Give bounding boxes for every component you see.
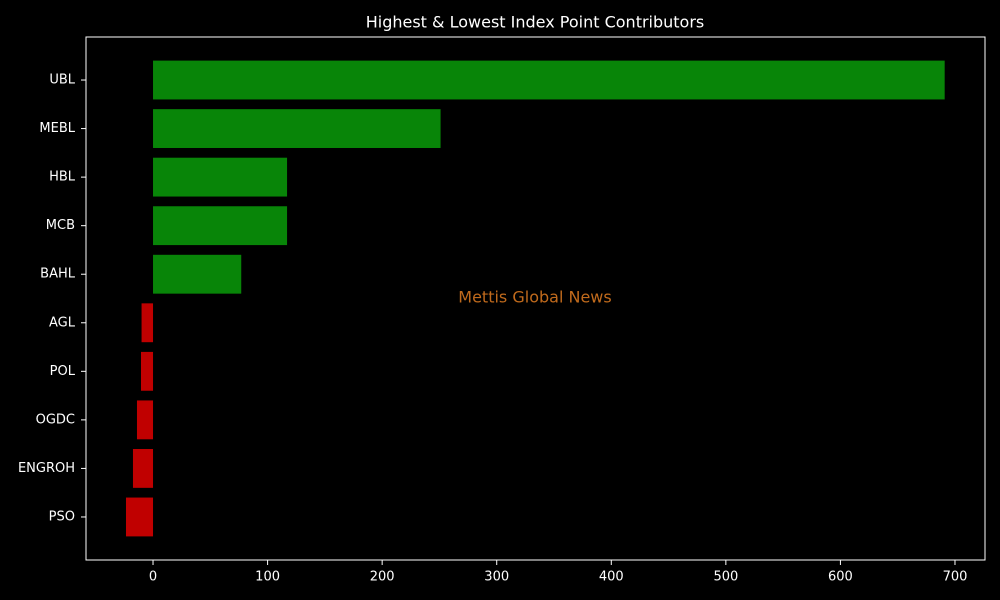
x-tick-label: 700	[943, 570, 968, 585]
bar	[140, 351, 154, 391]
chart-title: Highest & Lowest Index Point Contributor…	[366, 13, 705, 32]
x-tick-label: 500	[713, 570, 738, 585]
bar	[153, 60, 945, 100]
y-tick-label: HBL	[49, 170, 76, 185]
bar	[153, 206, 288, 246]
y-tick-label: POL	[50, 364, 76, 379]
y-tick-label: OGDC	[36, 412, 75, 427]
bar	[136, 400, 154, 440]
plot-frame	[85, 36, 986, 561]
bar	[125, 497, 154, 537]
y-tick-label: AGL	[49, 315, 76, 330]
x-tick-label: 600	[828, 570, 853, 585]
bar	[153, 109, 441, 148]
y-tick-label: MEBL	[39, 121, 75, 136]
y-tick-label: ENGROH	[18, 461, 75, 476]
bar	[141, 303, 154, 343]
bar	[153, 254, 242, 294]
x-tick-label: 300	[484, 570, 509, 585]
x-tick-label: 200	[370, 570, 395, 585]
y-tick-label: MCB	[46, 218, 75, 233]
y-tick-label: UBL	[49, 73, 75, 88]
bar	[132, 449, 154, 488]
x-tick-label: 400	[599, 570, 624, 585]
y-tick-label: BAHL	[40, 267, 76, 282]
y-tick-label: PSO	[49, 509, 75, 524]
bar	[153, 157, 288, 197]
x-tick-label: 0	[149, 570, 157, 585]
watermark: Mettis Global News	[458, 288, 611, 307]
x-tick-label: 100	[255, 570, 280, 585]
